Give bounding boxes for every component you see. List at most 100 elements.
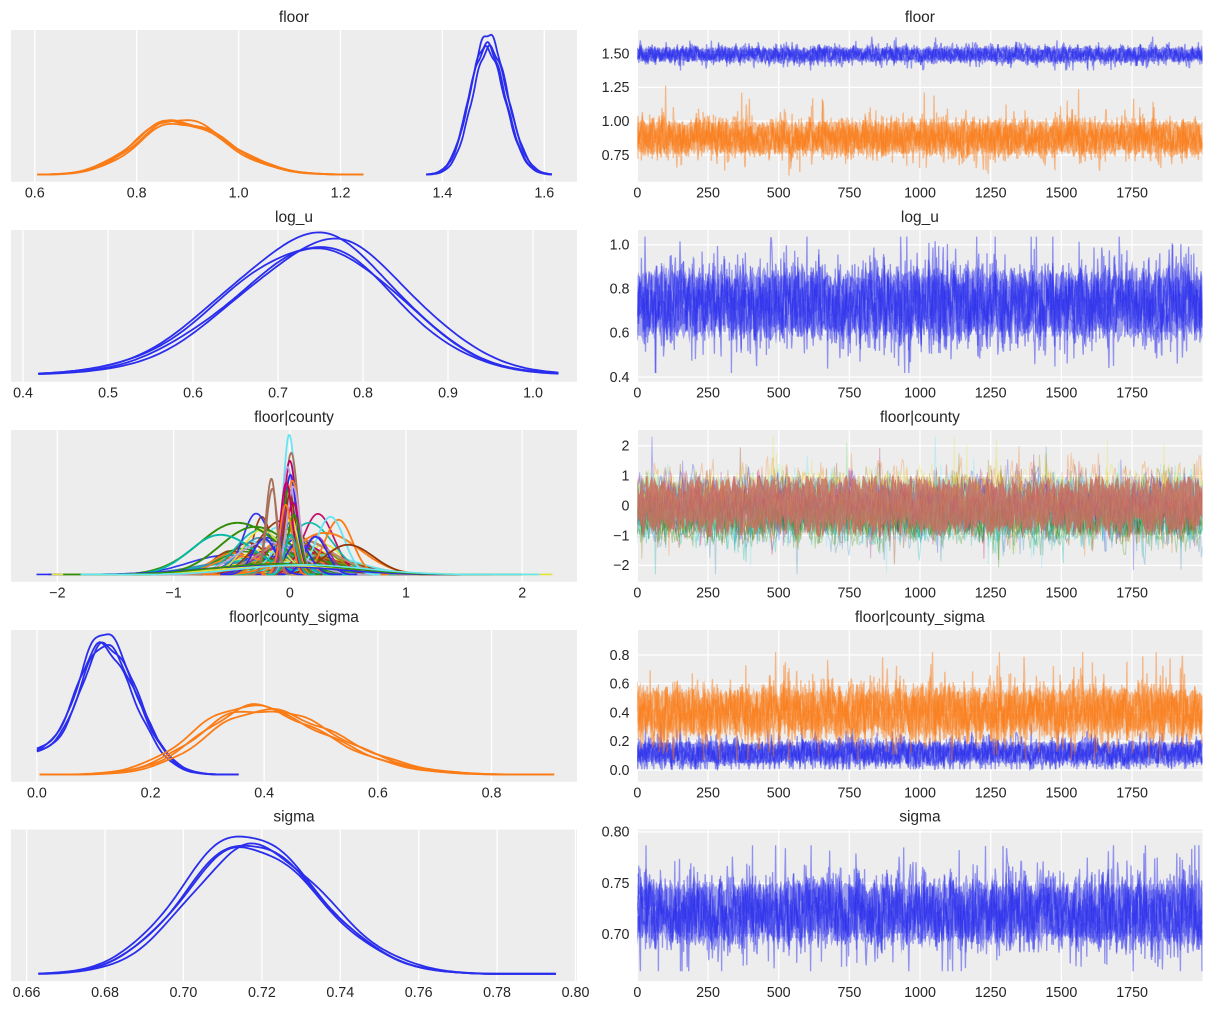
svg-text:0.8: 0.8 bbox=[127, 186, 147, 202]
svg-text:0.0: 0.0 bbox=[27, 786, 47, 802]
svg-text:0.8: 0.8 bbox=[610, 648, 630, 664]
svg-text:1750: 1750 bbox=[1116, 985, 1148, 1001]
svg-text:1500: 1500 bbox=[1045, 586, 1077, 602]
svg-text:1000: 1000 bbox=[904, 586, 936, 602]
svg-text:1750: 1750 bbox=[1116, 786, 1148, 802]
svg-text:floor: floor bbox=[905, 9, 935, 26]
svg-text:1750: 1750 bbox=[1116, 586, 1148, 602]
svg-text:0.70: 0.70 bbox=[169, 985, 197, 1001]
svg-text:1750: 1750 bbox=[1116, 186, 1148, 202]
svg-text:2: 2 bbox=[622, 439, 630, 455]
svg-text:1.0: 1.0 bbox=[610, 238, 630, 254]
svg-text:floor|county: floor|county bbox=[254, 409, 334, 426]
svg-text:0.4: 0.4 bbox=[610, 705, 630, 721]
svg-text:750: 750 bbox=[837, 386, 861, 402]
svg-text:1.0: 1.0 bbox=[229, 186, 249, 202]
svg-text:0.6: 0.6 bbox=[610, 326, 630, 342]
svg-text:floor|county: floor|county bbox=[880, 409, 960, 426]
svg-text:0.4: 0.4 bbox=[610, 370, 630, 386]
svg-text:1500: 1500 bbox=[1045, 386, 1077, 402]
svg-text:0: 0 bbox=[633, 985, 641, 1001]
svg-text:0.66: 0.66 bbox=[13, 985, 41, 1001]
svg-text:0.9: 0.9 bbox=[438, 386, 458, 402]
svg-text:1250: 1250 bbox=[975, 586, 1007, 602]
svg-text:floor: floor bbox=[279, 9, 309, 26]
svg-text:0.6: 0.6 bbox=[368, 786, 388, 802]
svg-text:500: 500 bbox=[767, 586, 791, 602]
svg-text:log_u: log_u bbox=[901, 209, 939, 226]
svg-text:0.74: 0.74 bbox=[326, 985, 354, 1001]
svg-text:0: 0 bbox=[633, 586, 641, 602]
svg-text:750: 750 bbox=[837, 985, 861, 1001]
svg-text:0.2: 0.2 bbox=[610, 734, 630, 750]
svg-text:1.00: 1.00 bbox=[602, 114, 630, 130]
svg-text:0: 0 bbox=[633, 786, 641, 802]
svg-text:0.4: 0.4 bbox=[13, 386, 33, 402]
svg-text:−1: −1 bbox=[613, 528, 629, 544]
svg-text:500: 500 bbox=[767, 985, 791, 1001]
svg-text:0.8: 0.8 bbox=[610, 282, 630, 298]
svg-text:0.75: 0.75 bbox=[602, 148, 630, 164]
svg-text:0.80: 0.80 bbox=[602, 825, 630, 841]
svg-text:1.2: 1.2 bbox=[331, 186, 351, 202]
svg-text:500: 500 bbox=[767, 186, 791, 202]
svg-text:1500: 1500 bbox=[1045, 985, 1077, 1001]
svg-text:750: 750 bbox=[837, 186, 861, 202]
svg-text:0.6: 0.6 bbox=[610, 677, 630, 693]
svg-text:1.50: 1.50 bbox=[602, 46, 630, 62]
svg-text:1.6: 1.6 bbox=[534, 186, 554, 202]
svg-text:−2: −2 bbox=[613, 558, 629, 574]
svg-text:250: 250 bbox=[696, 985, 720, 1001]
svg-text:1000: 1000 bbox=[904, 985, 936, 1001]
svg-text:1500: 1500 bbox=[1045, 786, 1077, 802]
svg-text:750: 750 bbox=[837, 586, 861, 602]
svg-text:0.4: 0.4 bbox=[254, 786, 274, 802]
svg-text:2: 2 bbox=[518, 586, 526, 602]
svg-text:sigma: sigma bbox=[273, 809, 315, 826]
svg-text:0.0: 0.0 bbox=[610, 763, 630, 779]
svg-text:0.78: 0.78 bbox=[483, 985, 511, 1001]
svg-text:0.72: 0.72 bbox=[248, 985, 276, 1001]
svg-text:0: 0 bbox=[622, 498, 630, 514]
svg-text:sigma: sigma bbox=[899, 809, 941, 826]
svg-text:250: 250 bbox=[696, 586, 720, 602]
svg-text:1: 1 bbox=[402, 586, 410, 602]
svg-text:250: 250 bbox=[696, 386, 720, 402]
svg-text:250: 250 bbox=[696, 786, 720, 802]
svg-text:0.76: 0.76 bbox=[405, 985, 433, 1001]
svg-text:0.6: 0.6 bbox=[25, 186, 45, 202]
svg-text:1000: 1000 bbox=[904, 386, 936, 402]
svg-text:0.8: 0.8 bbox=[353, 386, 373, 402]
svg-text:1250: 1250 bbox=[975, 186, 1007, 202]
svg-text:0.5: 0.5 bbox=[98, 386, 118, 402]
svg-text:1000: 1000 bbox=[904, 786, 936, 802]
svg-text:−2: −2 bbox=[49, 586, 65, 602]
svg-text:1: 1 bbox=[622, 469, 630, 485]
svg-text:750: 750 bbox=[837, 786, 861, 802]
svg-text:0.2: 0.2 bbox=[141, 786, 161, 802]
svg-text:0.6: 0.6 bbox=[183, 386, 203, 402]
svg-text:floor|county_sigma: floor|county_sigma bbox=[229, 609, 359, 626]
svg-text:0.8: 0.8 bbox=[482, 786, 502, 802]
svg-text:1500: 1500 bbox=[1045, 186, 1077, 202]
svg-text:1.0: 1.0 bbox=[523, 386, 543, 402]
svg-text:500: 500 bbox=[767, 386, 791, 402]
svg-text:0.70: 0.70 bbox=[602, 927, 630, 943]
svg-text:0: 0 bbox=[633, 386, 641, 402]
svg-text:0: 0 bbox=[633, 186, 641, 202]
svg-text:0.7: 0.7 bbox=[268, 386, 288, 402]
svg-text:1750: 1750 bbox=[1116, 386, 1148, 402]
svg-text:1000: 1000 bbox=[904, 186, 936, 202]
svg-text:0.75: 0.75 bbox=[602, 876, 630, 892]
svg-text:1250: 1250 bbox=[975, 985, 1007, 1001]
svg-text:floor|county_sigma: floor|county_sigma bbox=[855, 609, 985, 626]
svg-text:1.4: 1.4 bbox=[432, 186, 452, 202]
svg-text:250: 250 bbox=[696, 186, 720, 202]
svg-text:0.68: 0.68 bbox=[91, 985, 119, 1001]
svg-text:−1: −1 bbox=[165, 586, 181, 602]
svg-text:0: 0 bbox=[286, 586, 294, 602]
svg-text:log_u: log_u bbox=[275, 209, 313, 226]
svg-text:500: 500 bbox=[767, 786, 791, 802]
svg-text:0.80: 0.80 bbox=[562, 985, 590, 1001]
svg-text:1250: 1250 bbox=[975, 386, 1007, 402]
